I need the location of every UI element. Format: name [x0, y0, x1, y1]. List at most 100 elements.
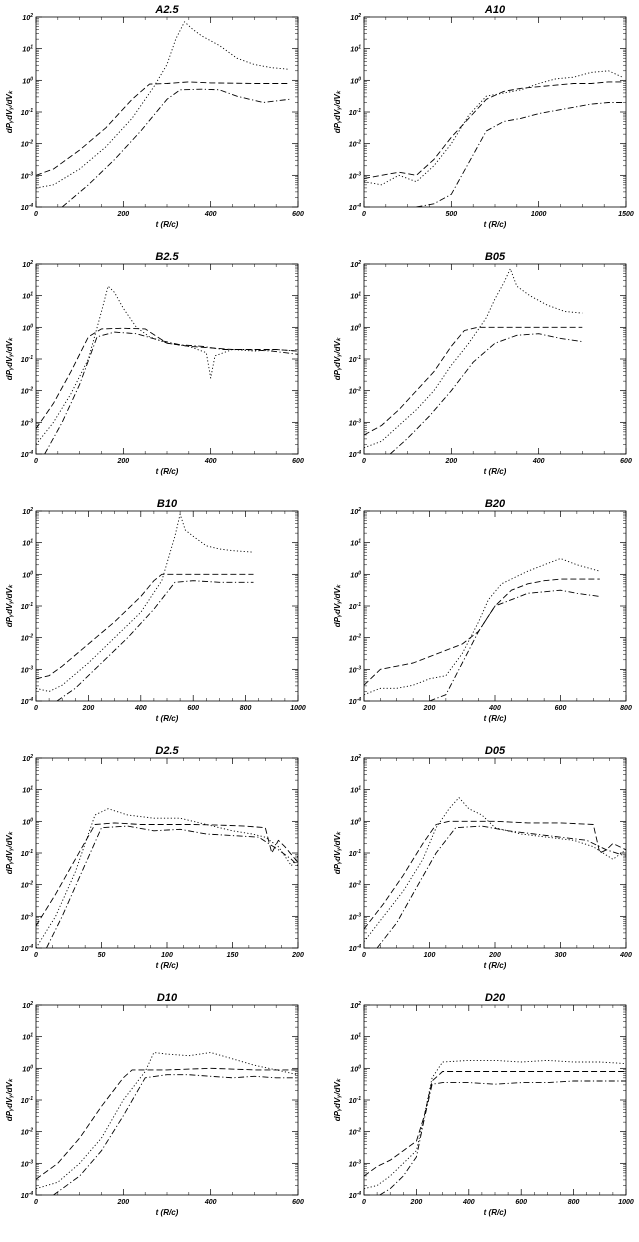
series-dotted: [364, 1059, 626, 1190]
x-tick-label: 600: [187, 705, 199, 712]
panel-title: D10: [157, 992, 178, 1004]
panel-d10: D10 10-4 10-3 10-2 10-1 100 101 102 0 200 400 600 t …: [5, 992, 304, 1217]
y-tick-label: 10-1: [349, 1096, 361, 1105]
x-tick-label: 600: [292, 1199, 304, 1206]
y-tick-label: 102: [22, 1001, 33, 1010]
y-tick-label: 10-1: [21, 1096, 33, 1105]
plot-frame: [35, 757, 299, 949]
x-tick-label: 0: [34, 211, 38, 218]
x-tick-label: 1000: [531, 211, 547, 218]
y-tick-label: 10-1: [349, 108, 361, 117]
y-tick-label: 10-2: [349, 387, 361, 396]
y-tick-label: 10-2: [349, 1128, 361, 1137]
x-tick-label: 100: [424, 952, 436, 959]
x-tick-label: 800: [620, 705, 632, 712]
y-tick-label: 10-4: [21, 1191, 33, 1200]
panel-b20: B20 10-4 10-3 10-2 10-1 100 101 102 0 200 400 600 80…: [333, 498, 632, 723]
series-group: [36, 808, 298, 948]
panel-title: A10: [484, 4, 506, 16]
x-tick-label: 600: [620, 458, 632, 465]
y-tick-label: 10-2: [349, 881, 361, 890]
y-tick-label: 10-1: [21, 108, 33, 117]
series-dash-dot: [376, 825, 626, 948]
x-axis-label: t (R/c): [156, 467, 179, 476]
x-tick-label: 150: [227, 952, 239, 959]
x-tick-label: 50: [98, 952, 106, 959]
series-group: [36, 285, 298, 454]
y-tick-label: 10-3: [21, 1159, 33, 1168]
plot-frame: [363, 757, 627, 949]
x-tick-label: 600: [515, 1199, 527, 1206]
x-tick-label: 1000: [290, 705, 306, 712]
plot-frame: [35, 263, 299, 455]
y-tick-label: 101: [350, 45, 361, 54]
y-axis-label: dPᵧdVᵧ/dVₖ: [333, 830, 342, 874]
plot-frame: [363, 263, 627, 455]
series-group: [36, 513, 254, 701]
y-tick-label: 10-3: [21, 912, 33, 921]
y-tick-label: 102: [22, 260, 33, 269]
y-tick-label: 10-2: [349, 140, 361, 149]
y-tick-label: 102: [350, 1001, 361, 1010]
y-axis-label: dPᵧdVᵧ/dVₖ: [5, 89, 14, 133]
panel-title: B10: [157, 498, 178, 510]
y-tick-label: 10-2: [21, 881, 33, 890]
x-tick-label: 600: [292, 458, 304, 465]
series-dashed: [364, 578, 600, 686]
y-tick-label: 101: [350, 1033, 361, 1042]
y-tick-label: 102: [350, 13, 361, 22]
x-tick-label: 400: [462, 1199, 475, 1206]
series-dashed: [36, 1067, 298, 1180]
y-tick-label: 101: [350, 786, 361, 795]
series-dotted: [364, 797, 626, 942]
x-tick-label: 400: [204, 211, 217, 218]
y-axis-label: dPᵧdVᵧ/dVₖ: [333, 336, 342, 380]
x-tick-label: 0: [362, 705, 366, 712]
series-dash-dot: [389, 333, 583, 454]
y-tick-label: 10-2: [21, 634, 33, 643]
y-tick-label: 100: [350, 1064, 361, 1073]
x-tick-label: 200: [488, 952, 501, 959]
series-dotted: [36, 513, 254, 692]
panel-d20: D20 10-4 10-3 10-2 10-1 100 101 102 0 200 400 600 80…: [333, 992, 634, 1217]
x-tick-label: 400: [532, 458, 545, 465]
y-tick-label: 101: [22, 1033, 33, 1042]
plot-frame: [363, 16, 627, 208]
series-group: [364, 70, 623, 207]
series-dotted: [36, 21, 290, 189]
y-tick-label: 100: [22, 76, 33, 85]
y-tick-label: 10-3: [349, 1159, 361, 1168]
series-group: [364, 1059, 626, 1195]
x-tick-label: 0: [34, 458, 38, 465]
x-tick-label: 400: [204, 458, 217, 465]
x-tick-label: 800: [568, 1199, 580, 1206]
x-tick-label: 0: [362, 1199, 366, 1206]
x-tick-label: 200: [444, 458, 457, 465]
panel-title: A2.5: [154, 4, 179, 16]
y-tick-label: 101: [350, 292, 361, 301]
series-dash-dot: [61, 88, 290, 207]
y-tick-label: 100: [350, 570, 361, 579]
y-tick-label: 10-2: [21, 1128, 33, 1137]
x-tick-label: 0: [34, 952, 38, 959]
x-axis-label: t (R/c): [156, 1208, 179, 1217]
x-tick-label: 100: [161, 952, 173, 959]
y-tick-label: 100: [22, 323, 33, 332]
x-tick-label: 200: [82, 705, 95, 712]
y-tick-label: 101: [22, 786, 33, 795]
x-tick-label: 300: [555, 952, 567, 959]
x-tick-label: 600: [292, 211, 304, 218]
y-tick-label: 100: [350, 817, 361, 826]
x-tick-label: 0: [362, 458, 366, 465]
series-group: [36, 1052, 298, 1195]
series-dash-dot: [416, 102, 623, 207]
series-dashed: [364, 820, 626, 930]
series-group: [364, 558, 600, 701]
x-tick-label: 200: [116, 211, 129, 218]
y-tick-label: 10-3: [21, 171, 33, 180]
y-tick-label: 10-1: [21, 602, 33, 611]
series-dash-dot: [429, 589, 600, 701]
series-group: [364, 268, 583, 454]
series-dashed: [364, 1071, 626, 1177]
